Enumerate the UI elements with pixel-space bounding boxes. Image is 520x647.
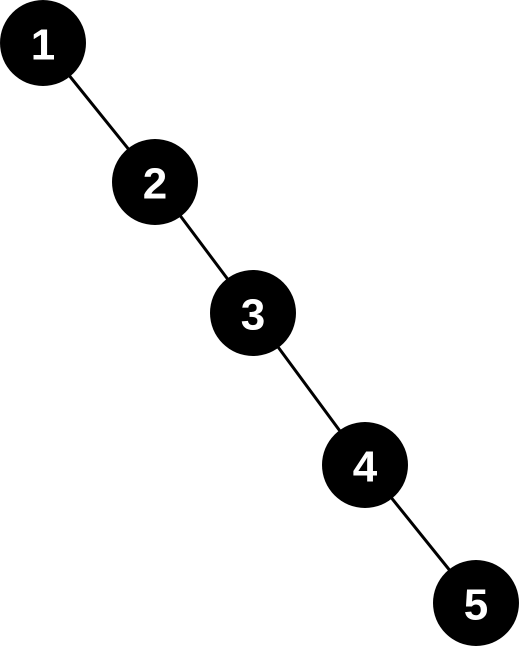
node-circle: [322, 422, 408, 508]
node-circle: [210, 270, 296, 356]
tree-node-3: 3: [210, 270, 296, 356]
node-circle: [0, 0, 86, 86]
node-label: 5: [464, 581, 488, 630]
tree-node-5: 5: [433, 560, 519, 646]
node-label: 3: [241, 291, 265, 340]
node-circle: [433, 560, 519, 646]
node-label: 4: [353, 443, 378, 492]
tree-node-2: 2: [112, 139, 198, 225]
node-circle: [112, 139, 198, 225]
node-label: 1: [31, 21, 55, 70]
tree-node-4: 4: [322, 422, 408, 508]
tree-node-1: 1: [0, 0, 86, 86]
node-label: 2: [143, 160, 167, 209]
